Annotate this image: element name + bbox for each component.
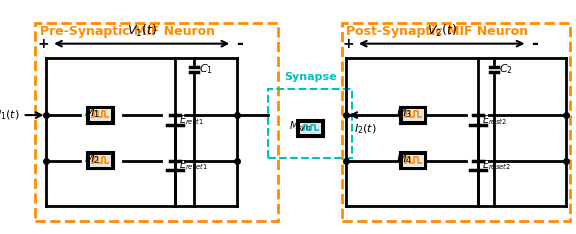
- Text: $V_2(t)$: $V_2(t)$: [427, 23, 457, 39]
- Text: $C_2$: $C_2$: [499, 62, 513, 76]
- FancyBboxPatch shape: [88, 152, 114, 169]
- Text: Synapse: Synapse: [284, 72, 336, 82]
- FancyBboxPatch shape: [403, 155, 423, 167]
- FancyBboxPatch shape: [90, 109, 111, 121]
- FancyBboxPatch shape: [297, 120, 324, 137]
- Text: $E_{reset1}$: $E_{reset1}$: [179, 159, 208, 172]
- Text: $C_1$: $C_1$: [199, 62, 213, 76]
- Text: $I_1(t)$: $I_1(t)$: [0, 108, 20, 122]
- Text: $M_2$: $M_2$: [84, 152, 99, 166]
- Text: $E_{rest2}$: $E_{rest2}$: [482, 113, 507, 127]
- Text: $M_1$: $M_1$: [84, 106, 100, 120]
- FancyBboxPatch shape: [403, 109, 423, 121]
- FancyBboxPatch shape: [300, 123, 321, 134]
- FancyBboxPatch shape: [88, 106, 114, 124]
- Text: +: +: [343, 37, 354, 51]
- Text: -: -: [532, 35, 539, 53]
- Text: $V_1(t)$: $V_1(t)$: [127, 23, 157, 39]
- FancyBboxPatch shape: [400, 152, 426, 169]
- Text: $M_{syn}$: $M_{syn}$: [289, 120, 311, 134]
- FancyBboxPatch shape: [90, 155, 111, 167]
- Text: $M_4$: $M_4$: [396, 152, 412, 166]
- FancyBboxPatch shape: [400, 106, 426, 124]
- Text: $M_3$: $M_3$: [396, 106, 412, 120]
- Text: Post-Synaptic MIF Neuron: Post-Synaptic MIF Neuron: [346, 25, 529, 38]
- Text: Pre-Synaptic MIF Neuron: Pre-Synaptic MIF Neuron: [40, 25, 215, 38]
- Text: $I_2(t)$: $I_2(t)$: [354, 123, 377, 136]
- Text: $E_{rest1}$: $E_{rest1}$: [179, 113, 204, 127]
- Text: $E_{reset2}$: $E_{reset2}$: [482, 159, 511, 172]
- Text: +: +: [38, 37, 50, 51]
- Text: -: -: [236, 35, 243, 53]
